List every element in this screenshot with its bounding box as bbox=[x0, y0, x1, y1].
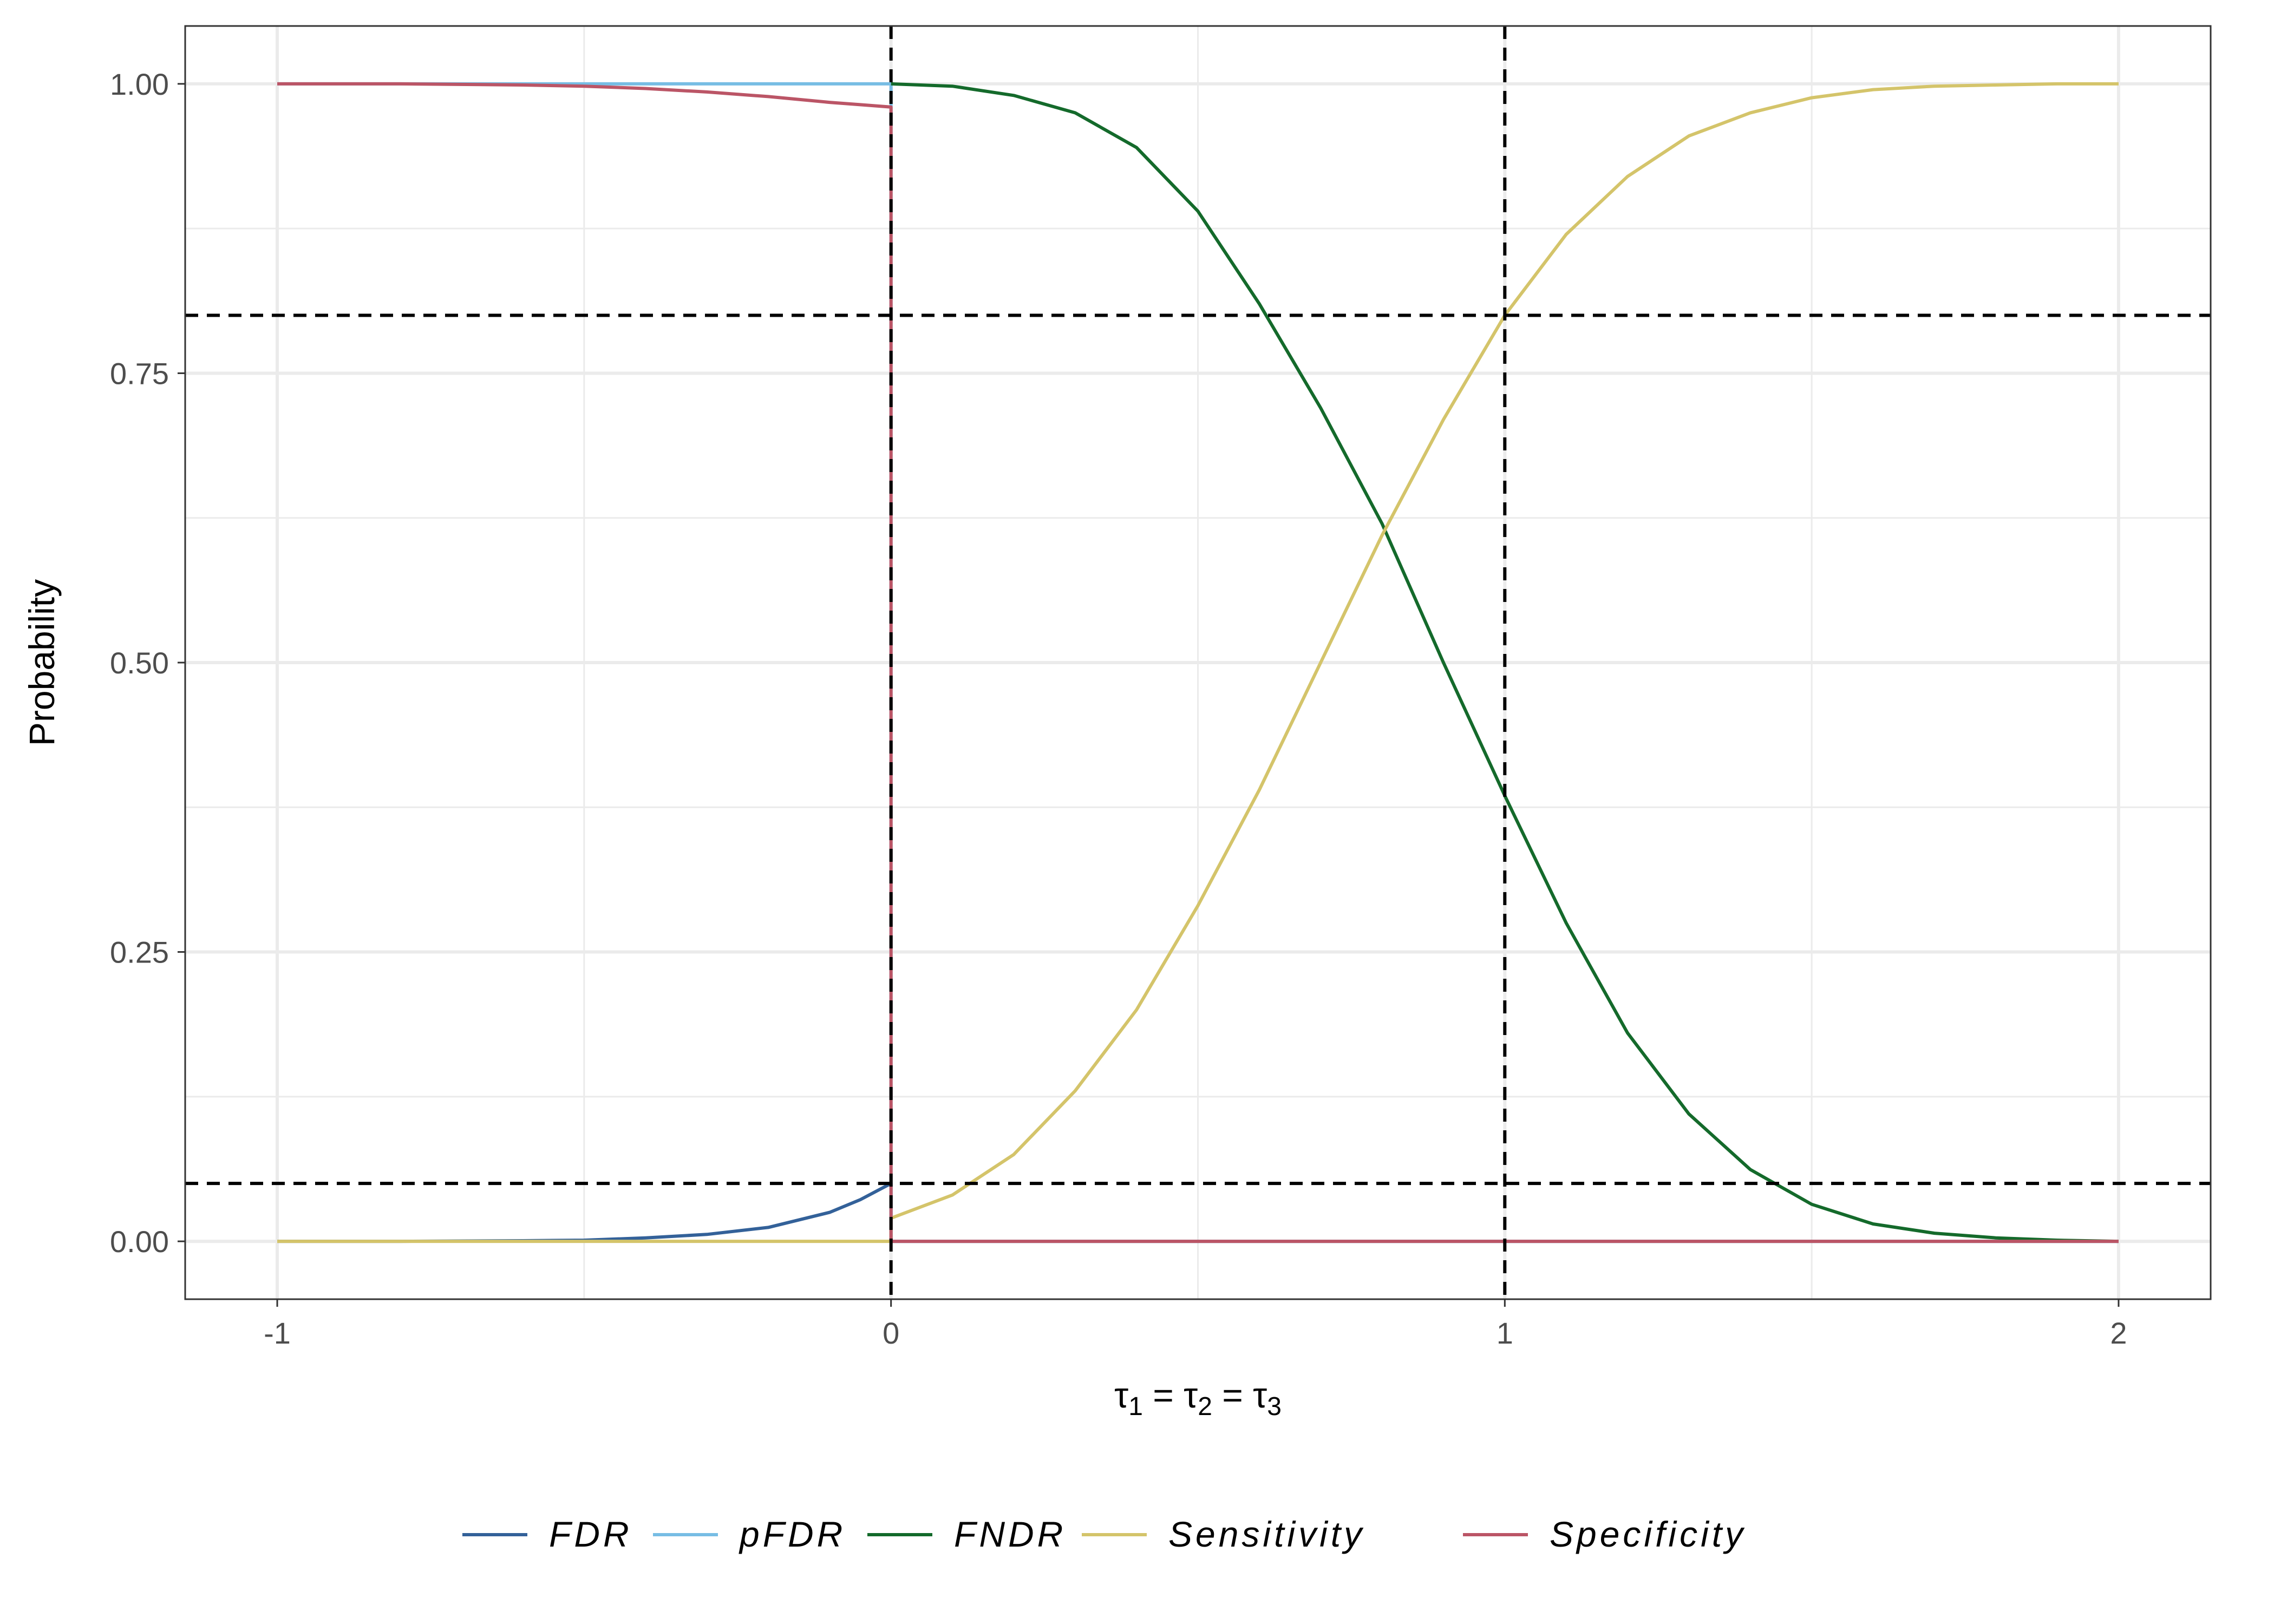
legend-label: pFDR bbox=[739, 1514, 846, 1554]
legend-label: FDR bbox=[549, 1514, 632, 1554]
x-tick-label: 1 bbox=[1497, 1316, 1513, 1350]
y-tick-label: 0.50 bbox=[110, 646, 169, 680]
legend-item-pfdr: pFDR bbox=[653, 1514, 846, 1554]
legend-label: Specificity bbox=[1550, 1514, 1746, 1554]
x-tick-label: 2 bbox=[2110, 1316, 2127, 1350]
y-tick-label: 0.00 bbox=[110, 1224, 169, 1259]
legend-label: FNDR bbox=[954, 1514, 1066, 1554]
x-axis-title-subscript: 2 bbox=[1198, 1392, 1212, 1421]
legend-label: Sensitivity bbox=[1168, 1514, 1365, 1554]
x-axis-title-subscript: 3 bbox=[1267, 1392, 1282, 1421]
legend-item-fndr: FNDR bbox=[867, 1514, 1066, 1554]
y-tick-label: 1.00 bbox=[110, 67, 169, 101]
legend: FDR pFDR FNDR Sensitivity Specificity bbox=[462, 1514, 1746, 1554]
x-tick-label: -1 bbox=[264, 1316, 291, 1350]
x-axis-title-part: = τ bbox=[1143, 1375, 1198, 1415]
y-tick-label: 0.75 bbox=[110, 356, 169, 390]
reference-lines bbox=[185, 26, 2211, 1299]
legend-item-fdr: FDR bbox=[462, 1514, 632, 1554]
x-axis-title-part: τ bbox=[1114, 1375, 1128, 1415]
series-line-sensitivity bbox=[277, 82, 2119, 1243]
y-axis: 0.00 0.25 0.50 0.75 1.00 bbox=[110, 67, 185, 1259]
x-axis-title: τ1 = τ2 = τ3 bbox=[1114, 1375, 1282, 1421]
x-axis-title-part: = τ bbox=[1212, 1375, 1267, 1415]
minor-gridlines bbox=[185, 26, 2211, 1299]
x-axis: -1 0 1 2 bbox=[264, 1299, 2127, 1350]
x-tick-label: 0 bbox=[883, 1316, 899, 1350]
x-axis-title-subscript: 1 bbox=[1128, 1392, 1143, 1421]
y-tick-label: 0.25 bbox=[110, 935, 169, 970]
legend-item-specificity: Specificity bbox=[1463, 1514, 1746, 1554]
y-axis-title: Probability bbox=[22, 579, 62, 746]
legend-item-sensitivity: Sensitivity bbox=[1082, 1514, 1365, 1554]
